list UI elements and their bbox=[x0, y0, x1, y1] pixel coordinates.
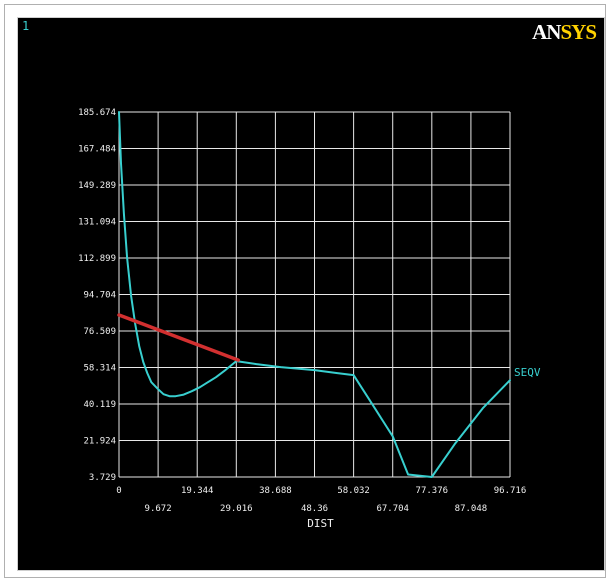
y-tick-label: 3.729 bbox=[89, 473, 116, 483]
x-tick-label: 67.704 bbox=[376, 504, 409, 514]
x-tick-label: 96.716 bbox=[494, 486, 527, 496]
window-number: 1 bbox=[22, 19, 30, 33]
y-tick-label: 185.674 bbox=[78, 108, 116, 118]
y-tick-label: 40.119 bbox=[83, 400, 116, 410]
x-tick-label: 77.376 bbox=[416, 486, 449, 496]
x-tick-label: 29.016 bbox=[220, 504, 253, 514]
logo-text-an: AN bbox=[532, 20, 561, 44]
y-tick-label: 149.289 bbox=[78, 181, 116, 191]
x-tick-label: 58.032 bbox=[337, 486, 370, 496]
y-tick-label: 21.924 bbox=[83, 436, 116, 446]
x-tick-label: 48.36 bbox=[301, 504, 328, 514]
ansys-logo: ANSYS bbox=[532, 20, 597, 44]
y-tick-label: 112.899 bbox=[78, 254, 116, 264]
x-tick-label: 9.672 bbox=[145, 504, 172, 514]
x-axis-title: DIST bbox=[307, 517, 334, 530]
y-tick-label: 94.704 bbox=[83, 290, 116, 300]
series-line-overlay bbox=[117, 313, 241, 362]
x-tick-label: 0 bbox=[116, 486, 121, 496]
x-tick-label: 19.344 bbox=[181, 486, 214, 496]
series-label: SEQV bbox=[514, 366, 541, 379]
ansys-graphics-window: 1 ANSYS 3.729 21.924 40.119 58.314 76.509 94.… bbox=[17, 17, 605, 571]
y-tick-label: 167.484 bbox=[78, 144, 116, 154]
screenshot-frame: 1 ANSYS 3.729 21.924 40.119 58.314 76.509 94.… bbox=[4, 4, 606, 578]
y-tick-label: 131.094 bbox=[78, 217, 116, 227]
series-line-seqv bbox=[118, 111, 511, 478]
y-tick-label: 58.314 bbox=[83, 363, 116, 373]
stress-distance-chart: 3.729 21.924 40.119 58.314 76.509 94.704 112.8… bbox=[78, 108, 541, 530]
x-tick-label: 87.048 bbox=[455, 504, 488, 514]
logo-text-sys: SYS bbox=[560, 20, 597, 44]
x-tick-label: 38.688 bbox=[259, 486, 292, 496]
y-tick-label: 76.509 bbox=[83, 327, 116, 337]
